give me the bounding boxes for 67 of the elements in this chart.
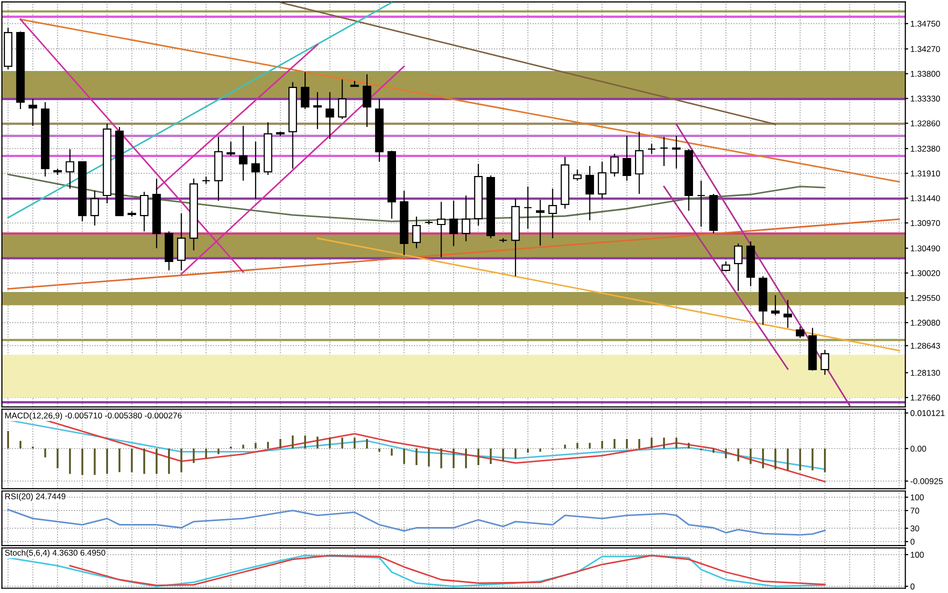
- candlestick: [820, 349, 830, 376]
- candlestick: [436, 201, 446, 258]
- y-tick-label: 0: [910, 538, 915, 545]
- candlestick: [672, 135, 681, 170]
- candlestick: [634, 131, 644, 194]
- candlestick: [696, 180, 706, 228]
- candlestick: [313, 92, 322, 130]
- chart-title: RSI(20) 24.7449: [5, 493, 66, 501]
- candlestick: [771, 294, 780, 316]
- candlestick: [28, 98, 38, 126]
- candlestick: [300, 72, 310, 110]
- candlestick: [660, 136, 668, 167]
- y-tick-label: 1.33330: [910, 96, 940, 102]
- candlestick: [226, 141, 236, 157]
- candlestick: [90, 190, 99, 226]
- candlestick: [722, 260, 730, 272]
- candlestick: [140, 191, 148, 232]
- y-tick-label: 1.32860: [910, 120, 940, 126]
- y-tick-label: 1.30970: [910, 220, 940, 226]
- chart-title: MACD(12,26,9) -0.005710 -0.005380 -0.000276: [5, 412, 182, 420]
- candlestick: [524, 186, 532, 230]
- y-tick-label: 30: [910, 525, 920, 532]
- candlestick: [573, 169, 582, 182]
- candlestick: [734, 242, 743, 292]
- y-tick-label: 100: [910, 494, 924, 500]
- chart-title: Stoch(5,6,4) 4.3630 6.4950: [4, 550, 106, 558]
- candlestick: [548, 188, 557, 239]
- candlestick: [585, 165, 594, 221]
- candlestick: [251, 141, 260, 200]
- candlestick: [238, 125, 248, 182]
- y-tick-label: 1.28643: [910, 342, 940, 349]
- line-series: [44, 419, 826, 482]
- candlestick: [326, 92, 334, 140]
- y-tick-label: 1.28130: [910, 370, 940, 376]
- candlestick: [598, 161, 606, 200]
- candlestick: [622, 135, 632, 182]
- y-tick-label: 1.30020: [910, 270, 940, 276]
- candlestick: [647, 143, 656, 154]
- y-tick-label: 1.30490: [910, 245, 940, 252]
- line-series: [7, 508, 826, 536]
- candlestick: [796, 326, 804, 338]
- y-tick-label: 0: [910, 584, 915, 590]
- y-tick-label: 1.34270: [910, 46, 940, 52]
- y-tick-label: 1.31910: [910, 170, 940, 176]
- y-tick-label: 1.29080: [910, 320, 940, 326]
- y-tick-label: 0.00: [910, 446, 926, 452]
- y-tick-label: 70: [910, 508, 920, 514]
- y-tick-label: 1.29550: [910, 295, 940, 301]
- line-series: [7, 174, 826, 222]
- candlestick: [338, 78, 346, 120]
- candlestick: [177, 212, 186, 271]
- candlestick: [610, 153, 619, 178]
- y-tick-label: 1.34750: [910, 20, 940, 27]
- candlestick: [66, 148, 74, 190]
- candlestick: [536, 199, 545, 246]
- candlestick: [462, 194, 470, 242]
- y-tick-label: 1.32380: [910, 146, 940, 152]
- candlestick: [449, 200, 458, 247]
- y-tick-label: 1.33800: [910, 70, 940, 77]
- y-tick-label: 1.27660: [910, 394, 940, 401]
- candlestick: [784, 299, 792, 328]
- y-tick-label: -0.00925: [910, 478, 943, 484]
- candlestick: [362, 74, 372, 128]
- y-tick-label: 1.31440: [910, 195, 940, 202]
- y-tick-label: 100: [910, 552, 924, 558]
- y-tick-label: 0.010121: [910, 410, 945, 416]
- candlestick: [412, 216, 421, 249]
